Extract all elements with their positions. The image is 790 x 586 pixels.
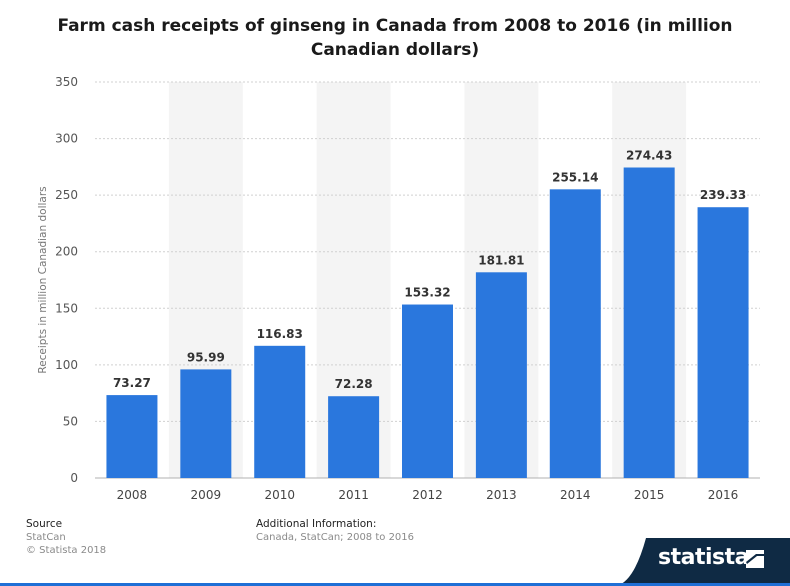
additional-info-heading: Additional Information:	[256, 518, 377, 530]
x-tick-label: 2015	[634, 488, 665, 502]
bar	[180, 369, 232, 478]
statista-logo-icon	[746, 550, 764, 568]
data-label: 153.32	[404, 286, 450, 300]
y-tick-label: 150	[55, 301, 78, 315]
y-tick-label: 250	[55, 188, 78, 202]
x-tick-label: 2010	[264, 488, 295, 502]
data-label: 116.83	[257, 327, 303, 341]
data-label: 72.28	[335, 377, 373, 391]
y-tick-label: 50	[63, 414, 78, 428]
source-block: Source StatCan © Statista 2018	[26, 518, 106, 557]
x-tick-label: 2008	[117, 488, 148, 502]
x-tick-label: 2016	[708, 488, 739, 502]
data-label: 181.81	[478, 253, 524, 267]
bar	[697, 207, 749, 478]
y-tick-label: 200	[55, 245, 78, 259]
additional-info-text: Canada, StatCan; 2008 to 2016	[256, 532, 415, 543]
data-label: 274.43	[626, 149, 672, 163]
source-heading: Source	[26, 518, 63, 530]
bar	[254, 345, 306, 478]
data-label: 73.27	[113, 376, 151, 390]
bar-chart: 0 50 100 150 200 250 300 350 73.27 2008 95.99 2009 1…	[37, 75, 760, 502]
additional-info-block: Additional Information: Canada, StatCan;…	[256, 518, 414, 544]
data-label: 95.99	[187, 350, 225, 364]
bar	[475, 272, 527, 478]
data-label: 255.14	[552, 170, 598, 184]
x-tick-label: 2011	[338, 488, 369, 502]
statista-logo[interactable]: statista	[616, 538, 790, 586]
x-tick-label: 2012	[412, 488, 443, 502]
bar	[623, 167, 675, 478]
y-tick-label: 0	[70, 471, 78, 485]
bar	[549, 189, 601, 478]
bar	[328, 396, 380, 478]
y-tick-label: 350	[55, 75, 78, 89]
bar	[402, 304, 453, 478]
bottom-accent-line	[0, 583, 790, 586]
y-axis-label: Receipts in million Canadian dollars	[37, 186, 49, 373]
source-line-1: StatCan	[26, 532, 66, 543]
chart-title: Farm cash receipts of ginseng in Canada …	[57, 16, 733, 60]
data-label: 239.33	[700, 188, 746, 202]
logo-text: statista	[658, 545, 749, 570]
y-tick-label: 100	[55, 358, 78, 372]
x-tick-label: 2014	[560, 488, 591, 502]
y-tick-label: 300	[55, 132, 78, 146]
source-line-2: © Statista 2018	[26, 545, 107, 556]
x-tick-label: 2009	[191, 488, 222, 502]
bar	[106, 395, 158, 478]
x-tick-label: 2013	[486, 488, 517, 502]
